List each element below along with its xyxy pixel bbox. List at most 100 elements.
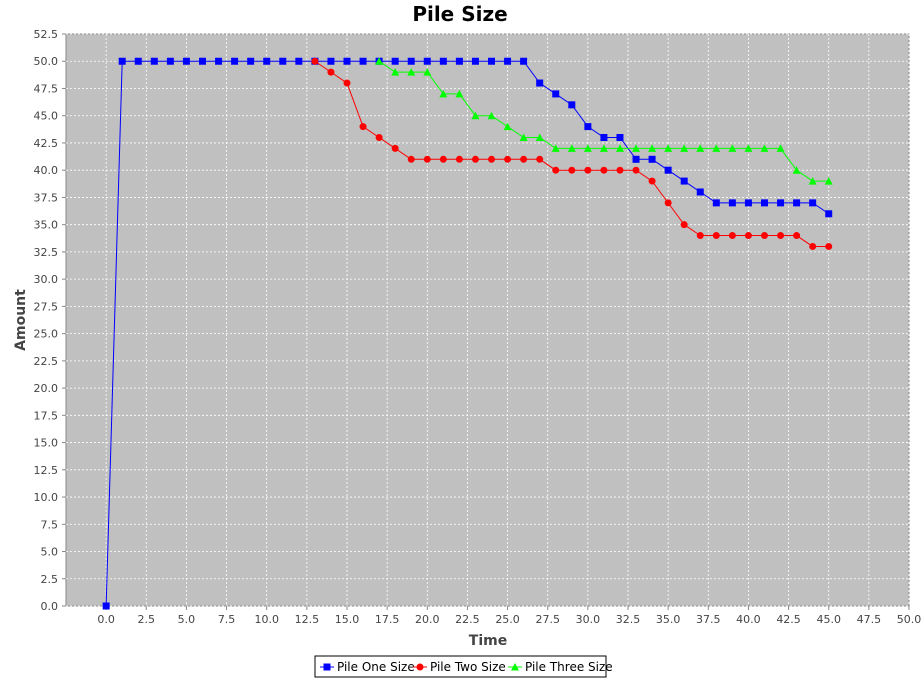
data-point	[215, 57, 223, 65]
data-point	[567, 144, 576, 152]
data-point	[439, 89, 448, 98]
data-point	[616, 166, 624, 174]
data-point	[632, 166, 640, 174]
data-point	[552, 90, 560, 98]
legend-label: Pile Three Size	[525, 660, 613, 674]
data-point	[375, 57, 384, 65]
data-point	[279, 57, 287, 65]
x-tick-label: 47.5	[857, 613, 882, 626]
data-point	[407, 68, 416, 76]
legend: Pile One Size Pile Two Size Pile Three Siz…	[314, 655, 613, 678]
data-point	[664, 199, 672, 207]
y-tick-label: 5.0	[41, 546, 59, 559]
data-point	[503, 122, 512, 131]
data-point	[231, 57, 239, 65]
data-point	[343, 57, 351, 65]
x-tick-label: 50.0	[897, 613, 921, 626]
data-point	[568, 101, 576, 109]
data-point	[536, 155, 544, 163]
y-axis-title: Amount	[13, 289, 29, 351]
legend-swatch-marker	[323, 663, 331, 671]
data-point	[584, 166, 592, 174]
data-point	[680, 144, 689, 152]
x-tick-label: 45.0	[816, 613, 841, 626]
y-tick-label: 42.5	[34, 137, 59, 150]
data-point	[327, 57, 335, 65]
data-point	[520, 155, 528, 163]
data-point	[648, 177, 656, 185]
data-point	[760, 144, 769, 152]
data-point	[568, 166, 576, 174]
data-point	[744, 199, 752, 207]
data-point	[824, 177, 833, 185]
data-point	[551, 144, 560, 152]
y-tick-label: 35.0	[34, 219, 59, 232]
x-axis-title: Time	[469, 633, 507, 649]
data-point	[793, 232, 801, 240]
x-tick-label: 0.0	[97, 613, 115, 626]
y-tick-label: 45.0	[34, 110, 59, 123]
data-point	[825, 242, 833, 250]
legend-label: Pile One Size	[337, 660, 415, 674]
y-tick-label: 15.0	[34, 437, 59, 450]
data-point	[552, 166, 560, 174]
data-point	[359, 123, 367, 131]
data-point	[423, 57, 431, 65]
y-tick-label: 2.5	[41, 573, 59, 586]
data-point	[102, 602, 110, 610]
data-point	[535, 133, 544, 142]
data-point	[536, 79, 544, 87]
series-line	[105, 60, 829, 607]
data-point	[648, 144, 657, 152]
data-point	[744, 232, 752, 240]
data-point	[583, 144, 592, 152]
data-point	[391, 144, 399, 152]
data-point	[391, 57, 399, 65]
data-point	[793, 199, 801, 207]
x-tick-label: 37.5	[696, 613, 721, 626]
grid-lines	[66, 33, 910, 607]
y-tick-label: 25.0	[34, 328, 59, 341]
x-tick-label: 35.0	[656, 613, 681, 626]
series-1	[102, 57, 833, 610]
y-tick-label: 52.5	[34, 28, 59, 41]
y-tick-label: 0.0	[41, 600, 59, 613]
data-point	[808, 177, 817, 185]
data-point	[632, 144, 641, 152]
data-point	[680, 177, 688, 185]
data-point	[471, 155, 479, 163]
data-point	[407, 57, 415, 65]
data-point	[487, 111, 496, 120]
data-point	[600, 166, 608, 174]
axes: 0.0 2.5 5.0 7.5 10.0 12.5 15.0 17.5 20.0 22.5 25.0…	[34, 28, 921, 626]
data-point	[632, 155, 640, 163]
x-tick-label: 10.0	[254, 613, 279, 626]
data-point	[150, 57, 158, 65]
x-tick-label: 30.0	[576, 613, 601, 626]
data-point	[680, 221, 688, 229]
x-tick-label: 12.5	[295, 613, 320, 626]
data-point	[664, 166, 672, 174]
data-point	[504, 57, 512, 65]
data-point	[696, 232, 704, 240]
data-point	[359, 57, 367, 65]
y-tick-label: 22.5	[34, 355, 59, 368]
y-tick-label: 27.5	[34, 300, 59, 313]
data-point	[760, 199, 768, 207]
data-point	[455, 89, 464, 98]
y-tick-label: 20.0	[34, 382, 59, 395]
series-2	[311, 57, 833, 250]
data-point	[263, 57, 271, 65]
data-point	[118, 57, 126, 65]
legend-box	[314, 655, 607, 678]
data-point	[455, 155, 463, 163]
data-point	[696, 188, 704, 196]
y-tick-label: 10.0	[34, 491, 59, 504]
x-tick-label: 7.5	[218, 613, 236, 626]
data-point	[488, 57, 496, 65]
data-point	[134, 57, 142, 65]
data-point	[777, 232, 785, 240]
data-point	[809, 199, 817, 207]
data-point	[728, 144, 737, 152]
